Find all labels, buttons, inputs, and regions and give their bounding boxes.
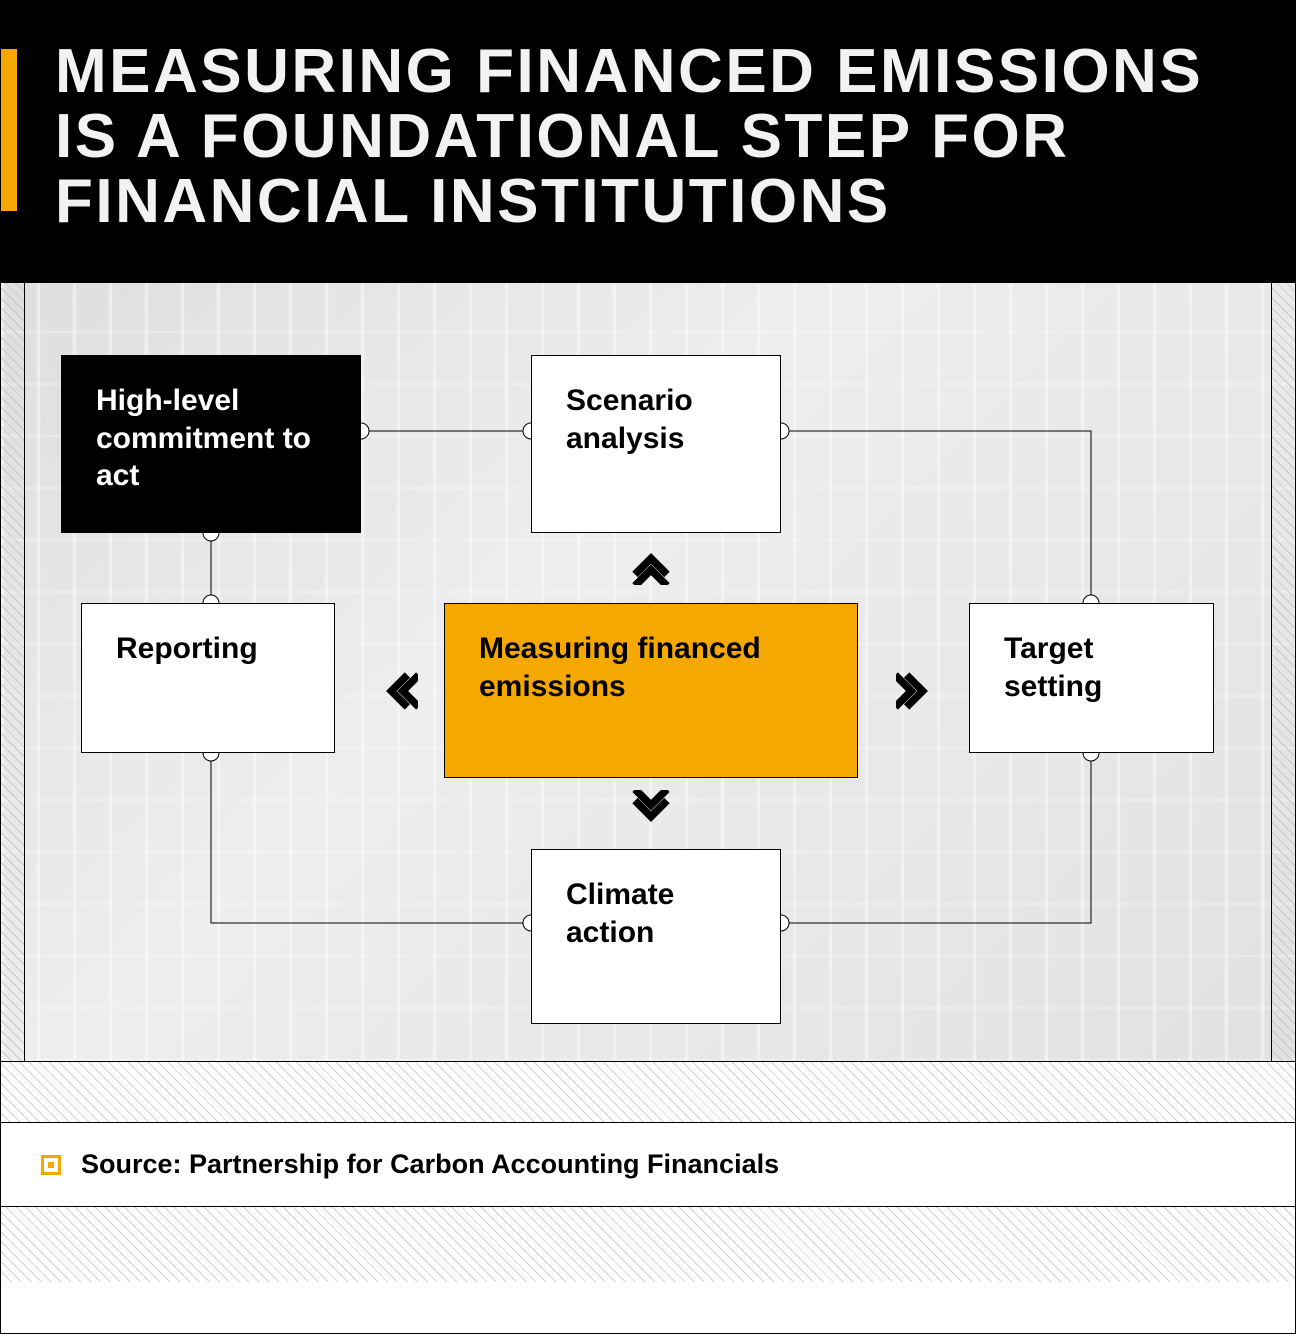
chevron-down-icon [631,789,671,829]
node-climate: Climate action [531,849,781,1024]
node-target: Target setting [969,603,1214,753]
bullet-icon [41,1155,61,1175]
title-header: MEASURING FINANCED EMISSIONS IS A FOUNDA… [1,1,1295,282]
source-text: Source: Partnership for Carbon Accountin… [81,1149,779,1180]
node-measuring: Measuring financed emissions [444,603,858,778]
node-reporting: Reporting [81,603,335,753]
diagram-canvas: High-level commitment to act Scenario ana… [1,282,1295,1062]
node-commitment: High-level commitment to act [61,355,361,533]
accent-bar [1,49,17,211]
infographic-frame: MEASURING FINANCED EMISSIONS IS A FOUNDA… [0,0,1296,1334]
page-title: MEASURING FINANCED EMISSIONS IS A FOUNDA… [55,39,1241,234]
node-scenario: Scenario analysis [531,355,781,533]
source-bar: Source: Partnership for Carbon Accountin… [1,1122,1295,1207]
footer-hatch: Source: Partnership for Carbon Accountin… [1,1062,1295,1282]
chevron-left-icon [379,671,419,711]
chevron-up-icon [631,546,671,586]
chevron-right-icon [895,671,935,711]
